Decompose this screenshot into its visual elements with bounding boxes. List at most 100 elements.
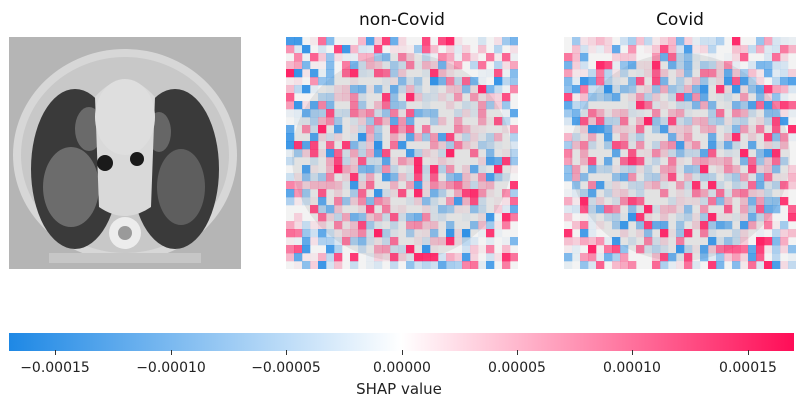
heatmap-cell bbox=[572, 45, 581, 54]
heatmap-cell bbox=[732, 117, 741, 126]
heatmap-cell bbox=[612, 181, 621, 190]
heatmap-cell bbox=[510, 237, 518, 246]
heatmap-cell bbox=[596, 93, 605, 102]
heatmap-cell bbox=[502, 213, 511, 222]
heatmap-cell bbox=[676, 157, 685, 166]
heatmap-cell bbox=[676, 133, 685, 142]
heatmap-cell bbox=[358, 37, 367, 46]
heatmap-cell bbox=[294, 101, 303, 110]
heatmap-cell bbox=[414, 133, 423, 142]
heatmap-cell bbox=[772, 157, 781, 166]
heatmap-cell bbox=[612, 93, 621, 102]
heatmap-cell bbox=[486, 141, 495, 150]
heatmap-cell bbox=[326, 149, 335, 158]
heatmap-cell bbox=[438, 157, 447, 166]
heatmap-cell bbox=[326, 253, 335, 262]
heatmap-cell bbox=[708, 181, 717, 190]
heatmap-cell bbox=[596, 37, 605, 46]
heatmap-cell bbox=[334, 261, 343, 269]
heatmap-cell bbox=[326, 261, 335, 269]
heatmap-cell bbox=[684, 93, 693, 102]
heatmap-cell bbox=[390, 253, 399, 262]
heatmap-cell bbox=[294, 77, 303, 86]
heatmap-cell bbox=[398, 117, 407, 126]
heatmap-cell bbox=[462, 229, 471, 238]
heatmap-cell bbox=[502, 245, 511, 254]
heatmap-cell bbox=[478, 165, 487, 174]
heatmap-cell bbox=[580, 37, 589, 46]
heatmap-cell bbox=[724, 141, 733, 150]
heatmap-cell bbox=[604, 109, 612, 117]
heatmap-cell bbox=[572, 133, 581, 142]
heatmap-underlay bbox=[292, 53, 512, 261]
heatmap-cell bbox=[382, 109, 391, 118]
heatmap-cell bbox=[788, 45, 796, 54]
heatmap-cell bbox=[756, 37, 765, 46]
heatmap-cell bbox=[334, 221, 343, 230]
heatmap-cell bbox=[430, 85, 439, 94]
heatmap-cell bbox=[326, 157, 335, 166]
heatmap-cell bbox=[366, 213, 375, 222]
heatmap-cell bbox=[454, 125, 463, 134]
heatmap-cell bbox=[764, 133, 773, 142]
heatmap-cell bbox=[676, 85, 685, 94]
heatmap-cell bbox=[588, 77, 597, 86]
heatmap-cell bbox=[684, 165, 693, 174]
heatmap-cell bbox=[660, 101, 669, 110]
heatmap-cell bbox=[740, 45, 749, 54]
heatmap-cell bbox=[350, 125, 359, 134]
heatmap-cell bbox=[470, 125, 479, 134]
heatmap-cell bbox=[454, 229, 463, 238]
heatmap-cell bbox=[700, 205, 709, 214]
heatmap-cell bbox=[462, 133, 471, 142]
heatmap-cell bbox=[772, 237, 781, 246]
heatmap-cell bbox=[342, 93, 351, 102]
heatmap-cell bbox=[772, 197, 781, 206]
heatmap-cell bbox=[636, 221, 645, 230]
heatmap-cell bbox=[740, 53, 749, 62]
heatmap-cell bbox=[580, 61, 589, 70]
heatmap-cell bbox=[382, 157, 391, 166]
heatmap-cell bbox=[588, 189, 597, 198]
heatmap-cell bbox=[724, 117, 733, 126]
heatmap-cell bbox=[620, 85, 629, 94]
heatmap-cell bbox=[756, 173, 765, 182]
heatmap-cell bbox=[390, 125, 399, 134]
heatmap-cell bbox=[486, 229, 495, 238]
heatmap-cell bbox=[620, 37, 629, 46]
heatmap-cell bbox=[494, 197, 502, 205]
heatmap-cell bbox=[660, 213, 669, 222]
heatmap-cell bbox=[636, 197, 645, 206]
heatmap-cell bbox=[724, 237, 733, 246]
heatmap-cell bbox=[422, 101, 431, 110]
heatmap-cell bbox=[628, 85, 637, 94]
heatmap-cell bbox=[430, 261, 439, 269]
heatmap-cell bbox=[684, 117, 693, 126]
heatmap-cell bbox=[486, 253, 495, 262]
heatmap-cell bbox=[374, 245, 383, 254]
heatmap-cell bbox=[318, 133, 327, 142]
heatmap-cell bbox=[684, 197, 693, 206]
heatmap-cell bbox=[310, 261, 319, 269]
heatmap-cell bbox=[334, 109, 343, 118]
heatmap-cell bbox=[660, 85, 669, 94]
heatmap-cell bbox=[636, 181, 645, 190]
heatmap-cell bbox=[382, 117, 391, 126]
heatmap-cell bbox=[398, 37, 407, 46]
heatmap-cell bbox=[668, 165, 677, 174]
heatmap-cell bbox=[510, 189, 518, 198]
heatmap-cell bbox=[406, 77, 415, 86]
heatmap-cell bbox=[588, 213, 597, 222]
heatmap-cell bbox=[660, 69, 669, 78]
heatmap-cell bbox=[740, 157, 749, 166]
heatmap-cell bbox=[286, 133, 295, 142]
heatmap-cell bbox=[438, 165, 447, 174]
heatmap-cell bbox=[486, 213, 495, 222]
heatmap-cell bbox=[676, 165, 685, 174]
heatmap-cell bbox=[470, 181, 479, 190]
heatmap-cell bbox=[588, 245, 597, 254]
heatmap-cell bbox=[478, 133, 487, 142]
heatmap-cell bbox=[494, 101, 503, 110]
heatmap-cell bbox=[580, 77, 589, 86]
heatmap-cell bbox=[612, 77, 621, 86]
